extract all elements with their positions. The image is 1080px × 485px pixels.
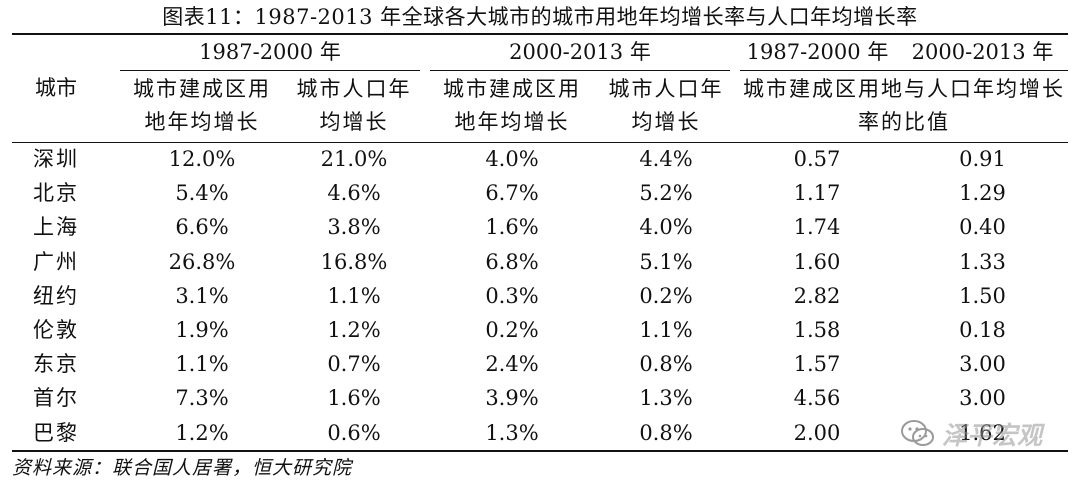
- cell-land-growth-2: 0.3%: [485, 283, 539, 308]
- cell-land-growth-1: 12.0%: [168, 147, 236, 171]
- cell-land-growth-2: 6.8%: [485, 249, 539, 274]
- cell-land-growth-1: 5.4%: [175, 181, 229, 206]
- header-pop-growth-1: 城市人口年均增长: [296, 77, 412, 134]
- cell-pop-growth-1: 1.2%: [327, 318, 381, 342]
- cell-pop-growth-1: 16.8%: [320, 249, 388, 274]
- cell-land-growth-1: 1.1%: [175, 352, 229, 377]
- cell-land-growth-1: 26.8%: [168, 249, 236, 274]
- cell-city: 纽约: [33, 283, 79, 308]
- cell-land-growth-2: 6.7%: [485, 181, 539, 206]
- cell-land-growth-2: 3.9%: [485, 386, 539, 411]
- cell-pop-growth-1: 4.6%: [327, 181, 381, 206]
- cell-land-growth-2: 4.0%: [485, 147, 539, 171]
- top-rule: [12, 33, 1068, 35]
- cell-pop-growth-2: 0.2%: [639, 283, 693, 308]
- header-ratio: 城市建成区用地与人口年均增长率的比值: [743, 77, 1065, 134]
- cell-ratio-1: 4.56: [793, 386, 841, 411]
- cell-pop-growth-2: 1.3%: [639, 386, 693, 411]
- header-ratio-period-2: 2000-2013 年: [911, 40, 1054, 64]
- source-note: 资料来源：联合国人居署，恒大研究院: [12, 457, 353, 479]
- cell-ratio-2: 0.18: [959, 318, 1006, 342]
- cell-ratio-2: 1.33: [959, 249, 1006, 274]
- cell-pop-growth-2: 0.8%: [639, 352, 693, 377]
- cell-land-growth-1: 1.2%: [175, 420, 229, 445]
- cell-city: 北京: [33, 181, 79, 206]
- cell-ratio-1: 1.74: [793, 215, 841, 240]
- cell-ratio-2: 3.00: [959, 386, 1006, 411]
- header-bottom-rule: [12, 142, 1068, 143]
- cell-pop-growth-2: 0.8%: [639, 420, 693, 445]
- cell-pop-growth-1: 3.8%: [327, 215, 381, 240]
- cell-ratio-1: 2.82: [793, 283, 841, 308]
- cell-land-growth-2: 2.4%: [485, 352, 539, 377]
- cell-land-growth-1: 1.9%: [175, 318, 229, 342]
- cell-city: 上海: [33, 215, 79, 240]
- cell-ratio-2: 3.00: [959, 352, 1006, 377]
- cell-city: 巴黎: [33, 420, 79, 445]
- cell-land-growth-2: 1.3%: [485, 420, 539, 445]
- cell-ratio-1: 1.17: [793, 181, 841, 206]
- cell-city: 深圳: [33, 147, 79, 171]
- wechat-icon: [901, 420, 934, 446]
- header-subrule-1: [120, 70, 420, 71]
- header-subrule-2: [430, 70, 730, 71]
- cell-city: 广州: [33, 249, 79, 274]
- table-title: 图表11：1987-2013 年全球各大城市的城市用地年均增长率与人口年均增长率: [162, 5, 918, 29]
- header-city: 城市: [35, 76, 77, 100]
- cell-pop-growth-2: 4.4%: [639, 147, 693, 171]
- cell-pop-growth-1: 21.0%: [320, 147, 388, 171]
- cell-ratio-2: 0.40: [959, 215, 1006, 240]
- cell-ratio-2: 1.50: [959, 283, 1006, 308]
- cell-city: 伦敦: [33, 318, 79, 342]
- cell-pop-growth-1: 0.6%: [327, 420, 381, 445]
- header-land-growth-2: 城市建成区用地年均增长: [443, 77, 581, 134]
- header-period-1: 1987-2000 年: [199, 40, 341, 64]
- bottom-rule: [12, 450, 1068, 452]
- cell-land-growth-1: 7.3%: [175, 386, 229, 411]
- header-period-2: 2000-2013 年: [509, 40, 651, 64]
- header-land-growth-1: 城市建成区用地年均增长: [133, 77, 271, 134]
- cell-pop-growth-1: 1.6%: [327, 386, 381, 411]
- watermark: 泽平宏观: [900, 414, 1042, 454]
- cell-ratio-1: 1.58: [793, 318, 841, 342]
- cell-land-growth-1: 3.1%: [175, 283, 229, 308]
- cell-ratio-1: 2.00: [793, 420, 841, 445]
- cell-ratio-2: 0.91: [959, 147, 1006, 171]
- cell-ratio-2: 1.62: [959, 420, 1006, 445]
- header-subrule-3: [740, 70, 1068, 71]
- cell-land-growth-2: 0.2%: [485, 318, 539, 342]
- cell-pop-growth-2: 5.1%: [639, 249, 693, 274]
- cell-ratio-2: 1.29: [959, 181, 1006, 206]
- cell-city: 东京: [33, 352, 79, 377]
- cell-ratio-1: 0.57: [793, 147, 841, 171]
- cell-pop-growth-1: 1.1%: [327, 283, 381, 308]
- cell-city: 首尔: [33, 386, 79, 411]
- cell-pop-growth-2: 4.0%: [639, 215, 693, 240]
- cell-land-growth-2: 1.6%: [485, 215, 539, 240]
- cell-land-growth-1: 6.6%: [175, 215, 229, 240]
- watermark-text: 泽平宏观: [942, 421, 1043, 450]
- header-pop-growth-2: 城市人口年均增长: [608, 77, 724, 134]
- cell-pop-growth-2: 5.2%: [639, 181, 693, 206]
- header-ratio-period-1: 1987-2000 年: [746, 40, 889, 64]
- cell-ratio-1: 1.60: [793, 249, 841, 274]
- cell-pop-growth-1: 0.7%: [327, 352, 381, 377]
- cell-pop-growth-2: 1.1%: [639, 318, 693, 342]
- cell-ratio-1: 1.57: [793, 352, 841, 377]
